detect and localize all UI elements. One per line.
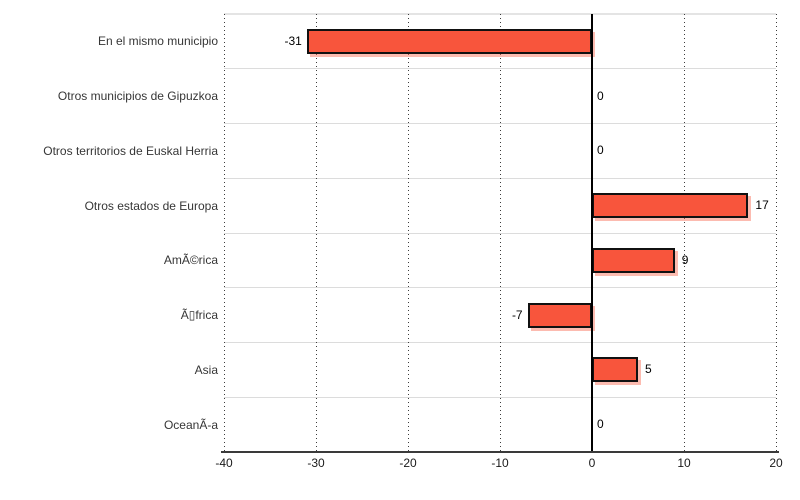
vertical-gridline (683, 14, 685, 452)
x-tick-label: 10 (677, 456, 691, 470)
bar (527, 302, 592, 328)
x-tick-label: 0 (588, 456, 596, 470)
x-axis-line (221, 451, 779, 453)
bar (592, 357, 638, 383)
vertical-gridline (407, 14, 409, 452)
category-label: OceanÃ-a (163, 417, 218, 432)
bar-value-label: 9 (681, 252, 689, 267)
category-label: Asia (194, 362, 218, 377)
category-label: Otros municipios de Gipuzkoa (57, 89, 218, 104)
x-tick-label: -10 (491, 456, 509, 470)
category-label: AmÃ©rica (163, 253, 218, 268)
category-label: Ã▯frica (180, 308, 218, 323)
x-tick-label: -20 (399, 456, 417, 470)
bar-value-label: -7 (511, 307, 523, 322)
bar-value-label: -31 (284, 33, 302, 48)
x-tick-label: 20 (769, 456, 783, 470)
bar-value-label: 0 (597, 143, 604, 158)
category-label: Otros territorios de Euskal Herria (43, 143, 218, 158)
bar (592, 193, 749, 219)
vertical-gridline (775, 14, 777, 452)
bar (306, 28, 592, 54)
bar (592, 247, 675, 273)
vertical-gridline (499, 14, 501, 452)
zero-baseline (591, 14, 593, 452)
bar-value-label: 17 (755, 198, 769, 213)
vertical-gridline (223, 14, 225, 452)
category-label: Otros estados de Europa (84, 198, 218, 213)
category-label: En el mismo municipio (97, 34, 218, 49)
bar-value-label: 0 (597, 88, 604, 103)
bar-value-label: 5 (645, 362, 652, 377)
vertical-gridline (315, 14, 317, 452)
bar-value-label: 0 (597, 417, 604, 432)
x-tick-label: -40 (215, 456, 233, 470)
x-tick-label: -30 (307, 456, 325, 470)
